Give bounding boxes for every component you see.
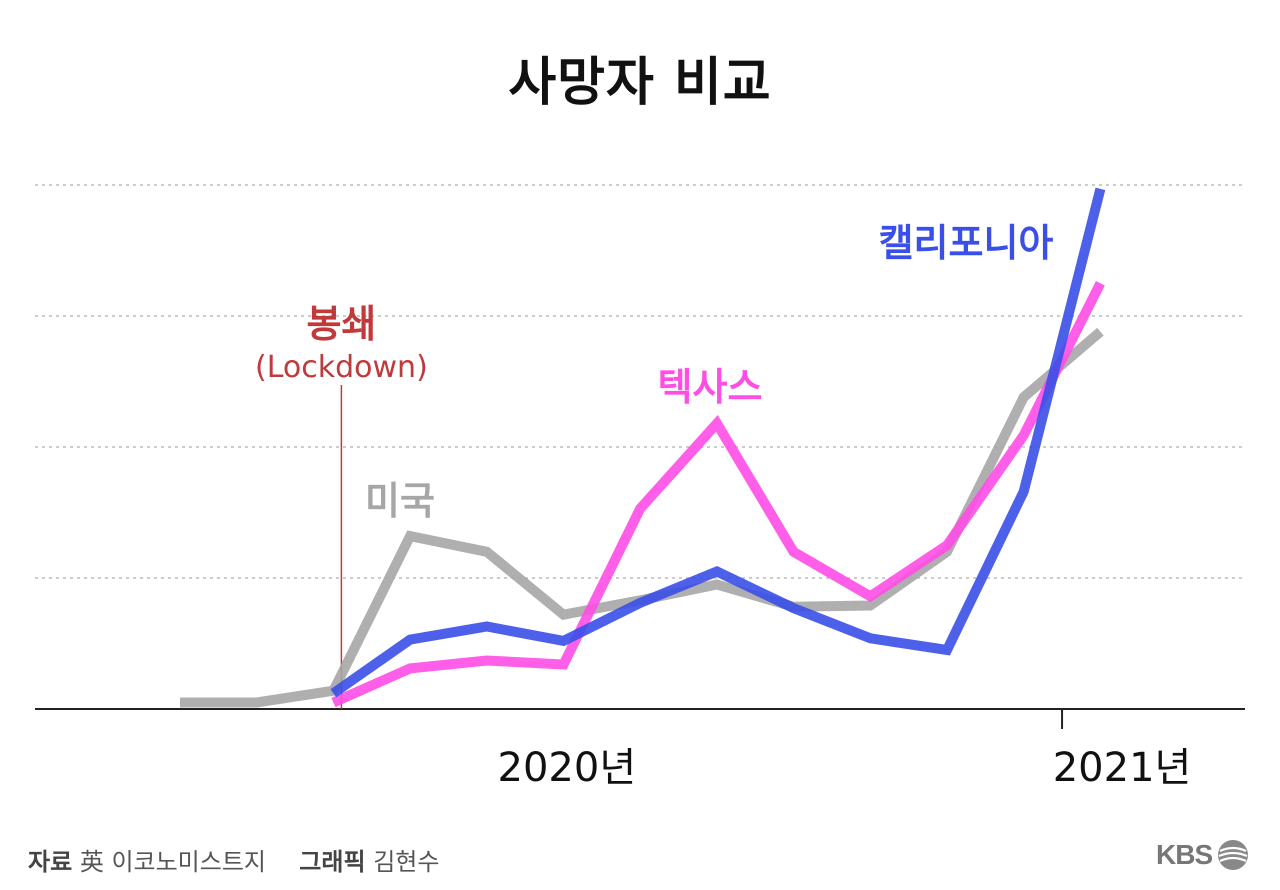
kbs-logo: KBS bbox=[1156, 838, 1250, 872]
series-label: 미국 bbox=[365, 479, 435, 523]
x-tick-label: 2021년 bbox=[1053, 745, 1192, 791]
kbs-globe-icon bbox=[1218, 840, 1249, 870]
chart-title: 사망자 비교 bbox=[508, 53, 772, 113]
lockdown-label: 봉쇄 bbox=[306, 302, 376, 346]
series-line bbox=[331, 281, 1105, 708]
graphic-label: 그래픽 bbox=[299, 848, 366, 876]
series-line bbox=[330, 187, 1106, 698]
lockdown-sublabel: (Lockdown) bbox=[255, 350, 428, 385]
credits-footer: 자료 英 이코노미스트지 그래픽 김현수 bbox=[28, 842, 439, 877]
source-label: 자료 bbox=[28, 848, 73, 876]
source-text: 英 이코노미스트지 bbox=[79, 848, 267, 876]
graphic-text: 김현수 bbox=[373, 848, 440, 876]
x-tick-label: 2020년 bbox=[498, 745, 637, 791]
series-label: 캘리포니아 bbox=[879, 221, 1054, 265]
series-label: 텍사스 bbox=[658, 365, 763, 409]
kbs-logo-text: KBS bbox=[1156, 839, 1213, 870]
